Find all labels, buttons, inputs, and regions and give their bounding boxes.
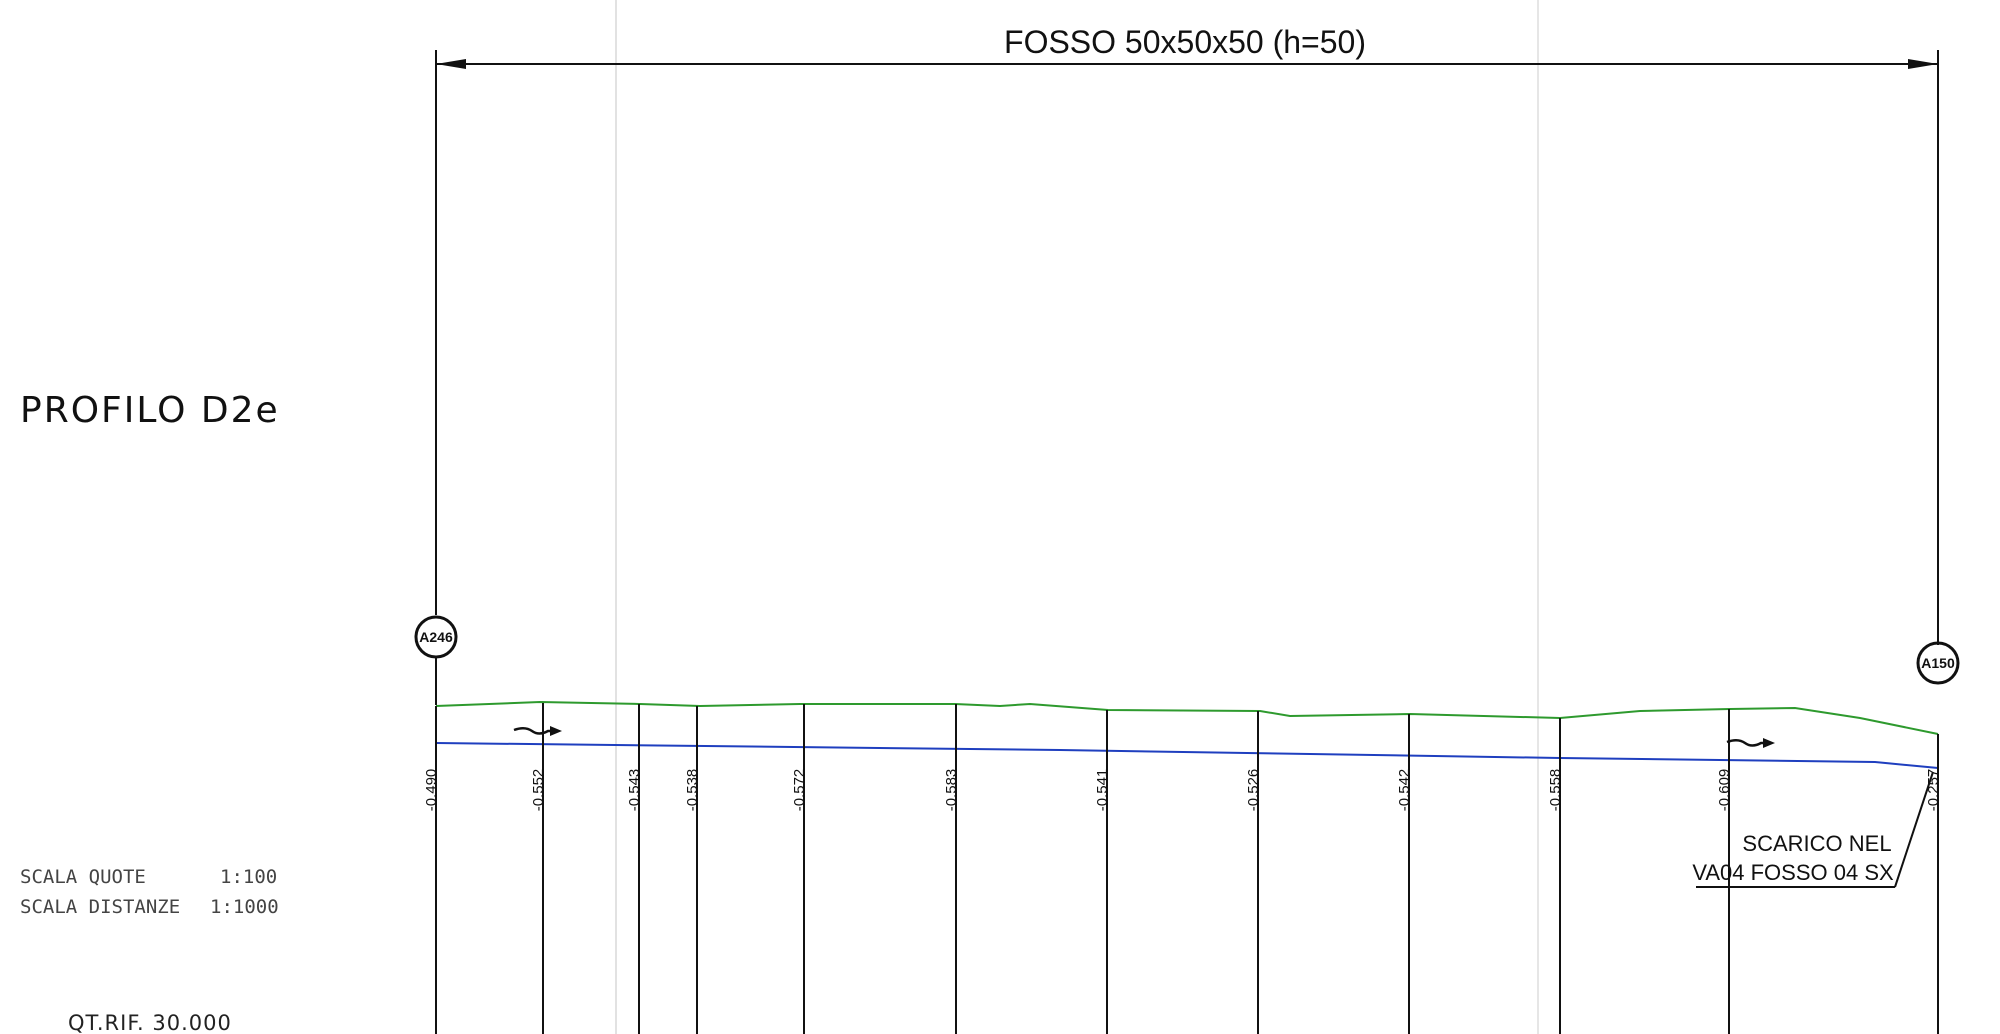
section-value-label: -0.526: [1245, 769, 1262, 812]
dimension-arrow-left: [436, 59, 466, 69]
flow-arrow-icon: [1726, 738, 1775, 748]
scale-distance-label: SCALA DISTANZE: [20, 896, 180, 918]
section-value-label: -0.257: [1925, 769, 1942, 812]
discharge-note-line1: SCARICO NEL: [1742, 831, 1891, 856]
scale-distance-value: 1:1000: [210, 896, 279, 918]
section-value-label: -0.583: [943, 769, 960, 812]
dimension-arrow-right: [1908, 59, 1938, 69]
section-value-label: -0.609: [1716, 769, 1733, 812]
section-value-label: -0.558: [1547, 769, 1564, 812]
scale-quote-value: 1:100: [220, 866, 277, 888]
discharge-note-line2: VA04 FOSSO 04 SX: [1692, 860, 1894, 885]
profile-title: PROFILO D2e: [20, 390, 280, 431]
ground-profile-line: [435, 700, 1939, 735]
section-value-label: -0.552: [530, 769, 547, 812]
node-start-label: A246: [419, 629, 453, 645]
invert-line: [435, 742, 1939, 769]
node-end-marker: [1916, 641, 1960, 685]
dimension-label: FOSSO 50x50x50 (h=50): [1004, 24, 1366, 60]
section-value-label: -0.542: [1396, 769, 1413, 812]
section-value-label: -0.490: [423, 769, 440, 812]
section-value-label: -0.572: [791, 769, 808, 812]
node-end-label: A150: [1921, 655, 1955, 671]
section-value-label: -0.538: [684, 769, 701, 812]
section-value-label: -0.543: [626, 769, 643, 812]
section-value-label: -0.541: [1094, 769, 1111, 812]
scale-quote-label: SCALA QUOTE: [20, 866, 146, 888]
flow-arrow-icon: [513, 726, 562, 736]
note-leader-line: [1894, 771, 1934, 888]
section-stations: -0.490 -0.552 -0.543 -0.538 -0.572 -0.583 -0.5…: [423, 703, 1942, 1034]
reference-elevation: QT.RIF. 30.000: [68, 1011, 232, 1034]
